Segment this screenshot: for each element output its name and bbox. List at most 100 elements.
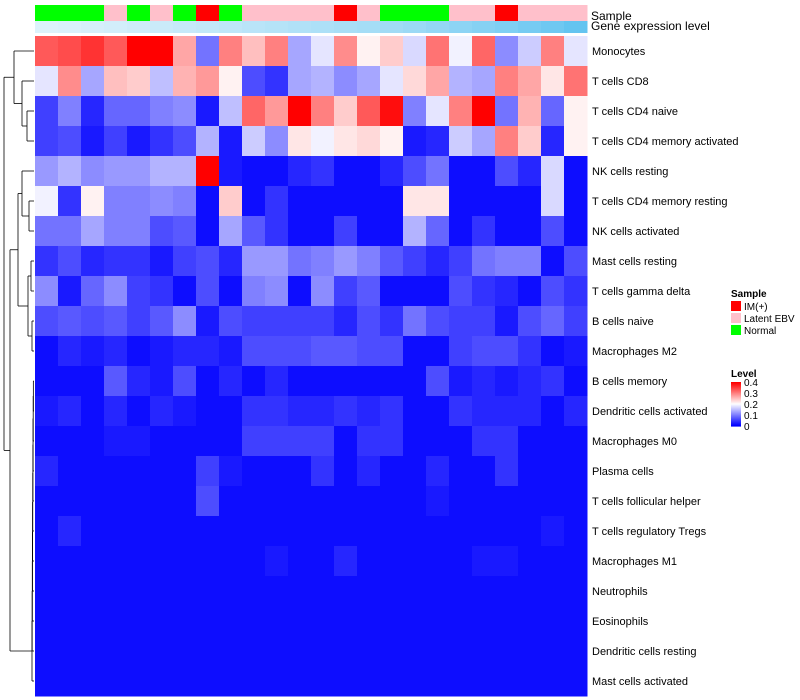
- colorbar-segment: [731, 385, 741, 387]
- heatmap-cell: [495, 606, 519, 637]
- heatmap-cell: [426, 606, 450, 637]
- colorbar-segment: [731, 402, 741, 405]
- heatmap-cell: [81, 36, 105, 67]
- heatmap-cell: [242, 426, 266, 457]
- row-label: T cells CD4 memory resting: [592, 196, 728, 208]
- heatmap-cell: [104, 426, 128, 457]
- heatmap-cell: [242, 36, 266, 67]
- heatmap-cell: [173, 606, 197, 637]
- heatmap-cell: [242, 216, 266, 247]
- heatmap-cell: [265, 66, 289, 97]
- heatmap-cell: [104, 306, 128, 337]
- heatmap-cell: [288, 396, 312, 427]
- row-label: NK cells activated: [592, 226, 679, 238]
- heatmap-cell: [380, 396, 404, 427]
- heatmap-cell: [58, 66, 82, 97]
- heatmap-cell: [219, 576, 243, 607]
- heatmap-cell: [403, 516, 427, 547]
- heatmap-cell: [127, 66, 151, 97]
- heatmap-cell: [403, 246, 427, 277]
- heatmap-cell: [173, 426, 197, 457]
- heatmap-cell: [173, 96, 197, 127]
- heatmap-cell: [81, 306, 105, 337]
- heatmap-cell: [564, 336, 588, 367]
- annotation-cell: [242, 5, 266, 23]
- heatmap-cell: [265, 216, 289, 247]
- heatmap-cell: [541, 426, 565, 457]
- colorbar-segment: [731, 396, 741, 398]
- heatmap-cell: [173, 246, 197, 277]
- heatmap-cell: [449, 276, 473, 307]
- heatmap-cell: [150, 666, 174, 697]
- heatmap-cell: [495, 306, 519, 337]
- heatmap-cell: [334, 366, 358, 397]
- heatmap-cell: [35, 396, 59, 427]
- heatmap-cell: [219, 516, 243, 547]
- heatmap-cell: [35, 156, 59, 187]
- annotation-cell: [311, 5, 335, 23]
- heatmap-cell: [426, 486, 450, 517]
- heatmap-cell: [104, 156, 128, 187]
- annotation-cell: [35, 5, 59, 23]
- heatmap-cell: [196, 216, 220, 247]
- heatmap-cell: [495, 456, 519, 487]
- heatmap-cell: [219, 276, 243, 307]
- heatmap-cell: [334, 456, 358, 487]
- heatmap-cell: [288, 186, 312, 217]
- heatmap-cell: [265, 486, 289, 517]
- heatmap-cell: [495, 276, 519, 307]
- heatmap-cell: [357, 36, 381, 67]
- heatmap-cell: [495, 366, 519, 397]
- heatmap-cell: [518, 546, 542, 577]
- heatmap-cell: [449, 246, 473, 277]
- heatmap-cell: [472, 126, 496, 157]
- heatmap-cell: [219, 246, 243, 277]
- heatmap-cell: [150, 576, 174, 607]
- heatmap-cell: [265, 426, 289, 457]
- heatmap-cell: [334, 516, 358, 547]
- heatmap-cell: [265, 396, 289, 427]
- heatmap-cell: [403, 576, 427, 607]
- heatmap-cell: [150, 516, 174, 547]
- heatmap-cell: [127, 216, 151, 247]
- heatmap-cell: [265, 606, 289, 637]
- heatmap-cell: [35, 546, 59, 577]
- row-label: T cells follicular helper: [592, 496, 701, 508]
- heatmap-cell: [495, 636, 519, 667]
- heatmap-cell: [518, 36, 542, 67]
- heatmap-cell: [196, 396, 220, 427]
- heatmap-cell: [564, 126, 588, 157]
- heatmap-cell: [541, 246, 565, 277]
- heatmap-cell: [127, 606, 151, 637]
- heatmap-cell: [35, 576, 59, 607]
- heatmap-cell: [265, 246, 289, 277]
- heatmap-cell: [196, 486, 220, 517]
- row-label: Macrophages M0: [592, 436, 677, 448]
- row-label: Dendritic cells resting: [592, 646, 697, 658]
- heatmap-cell: [518, 366, 542, 397]
- heatmap-cell: [265, 186, 289, 217]
- heatmap-cell: [380, 156, 404, 187]
- heatmap-cell: [173, 396, 197, 427]
- heatmap-cell: [81, 156, 105, 187]
- heatmap-cell: [541, 126, 565, 157]
- heatmap-cell: [426, 216, 450, 247]
- colorbar-segment: [731, 412, 741, 415]
- heatmap-cell: [426, 576, 450, 607]
- annotation-cell: [403, 21, 427, 33]
- heatmap-cell: [426, 126, 450, 157]
- heatmap-cell: [265, 636, 289, 667]
- heatmap-cell: [104, 396, 128, 427]
- heatmap-cell: [380, 36, 404, 67]
- heatmap-cell: [104, 606, 128, 637]
- heatmap-cell: [242, 516, 266, 547]
- heatmap-cell: [518, 606, 542, 637]
- heatmap-cell: [242, 546, 266, 577]
- heatmap-cell: [564, 186, 588, 217]
- heatmap-cell: [219, 426, 243, 457]
- heatmap-cell: [58, 546, 82, 577]
- heatmap-cell: [564, 576, 588, 607]
- heatmap-cell: [242, 276, 266, 307]
- heatmap-cell: [357, 576, 381, 607]
- row-label: B cells memory: [592, 376, 668, 388]
